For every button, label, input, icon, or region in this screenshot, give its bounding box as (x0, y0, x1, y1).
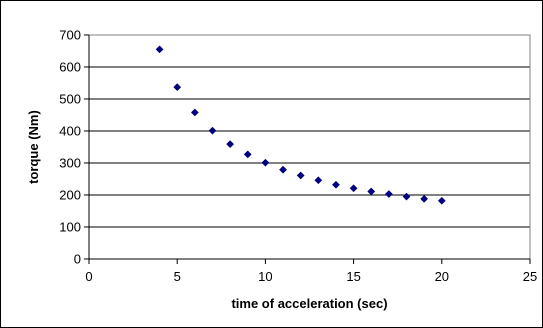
y-tick-label: 0 (74, 252, 81, 267)
y-tick-label: 700 (59, 28, 81, 43)
y-tick-label: 100 (59, 220, 81, 235)
data-point (384, 190, 393, 198)
data-point (226, 140, 235, 149)
x-tick-label: 20 (435, 269, 449, 284)
y-axis-title: torque (Nm) (26, 110, 41, 184)
data-point (437, 196, 446, 205)
data-point (190, 108, 199, 117)
y-tick-label: 200 (59, 188, 81, 203)
x-tick-label: 15 (346, 269, 360, 284)
gridlines (89, 34, 530, 228)
data-points (155, 45, 446, 205)
data-point (261, 158, 270, 167)
x-axis-title: time of acceleration (sec) (231, 296, 387, 311)
x-tick-label: 25 (523, 269, 537, 284)
data-point (155, 45, 164, 54)
data-point (332, 180, 340, 189)
y-tick-label: 400 (59, 124, 81, 139)
x-tick-label: 10 (258, 269, 272, 284)
x-tick-label: 5 (174, 269, 181, 284)
data-point (367, 187, 376, 196)
x-tick-label: 0 (85, 269, 92, 284)
data-point (349, 184, 358, 193)
tick-labels: 0 100 200 300 400 500 600 700 0 5 10 15 20 25 (59, 28, 537, 285)
data-point (279, 165, 287, 174)
data-point (296, 171, 305, 180)
y-tick-label: 500 (59, 92, 81, 107)
axes (84, 34, 531, 264)
y-tick-label: 300 (59, 156, 81, 171)
data-point (420, 194, 429, 203)
data-point (173, 83, 182, 92)
data-point (402, 192, 411, 201)
data-point (314, 176, 323, 185)
y-tick-label: 600 (59, 60, 81, 75)
data-point (243, 150, 252, 159)
plot-area (88, 34, 531, 260)
data-point (208, 126, 217, 135)
